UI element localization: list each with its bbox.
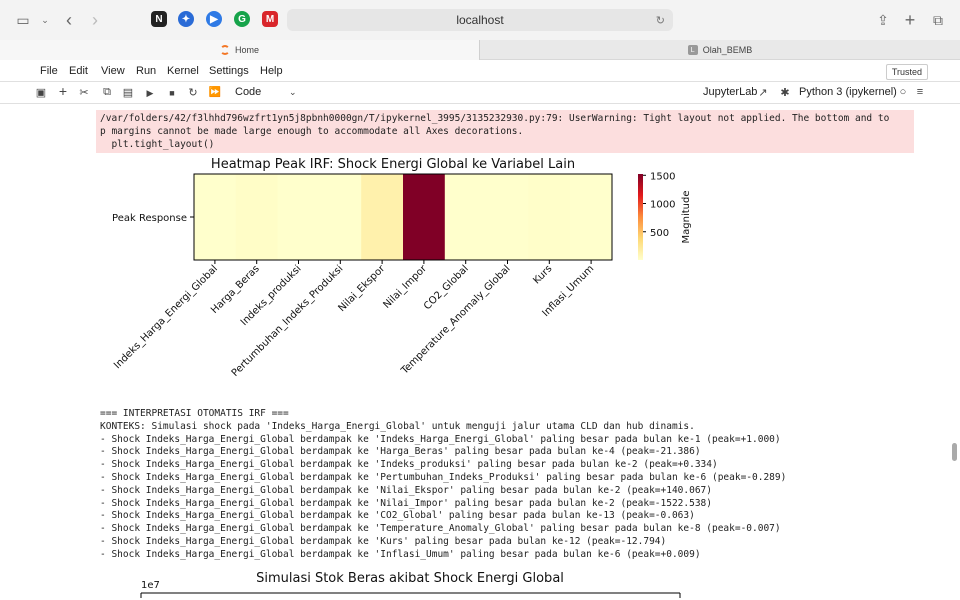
grammarly-extension-icon[interactable]: G xyxy=(234,11,250,27)
menu-kernel[interactable]: Kernel xyxy=(167,65,199,77)
interpretation-output: === INTERPRETASI OTOMATIS IRF === KONTEKS… xyxy=(100,408,786,562)
forward-icon[interactable]: › xyxy=(92,9,98,30)
colorbar xyxy=(638,174,643,260)
heatmap-chart: Heatmap Peak IRF: Shock Energi Global ke… xyxy=(112,157,692,379)
kernel-name[interactable]: Python 3 (ipykernel) xyxy=(799,86,897,98)
compass-extension-icon[interactable]: ✦ xyxy=(178,11,194,27)
tab-home[interactable]: Home xyxy=(0,40,480,60)
output-line: - Shock Indeks_Harga_Energi_Global berda… xyxy=(100,459,718,471)
reload-icon[interactable]: ↻ xyxy=(655,14,665,27)
stock-chart-title: Simulasi Stok Beras akibat Shock Energi … xyxy=(256,571,564,586)
heatmap-cell xyxy=(570,174,613,260)
address-bar[interactable]: localhost ↻ xyxy=(287,9,673,31)
colorbar-tick-label: 1500 xyxy=(650,171,675,182)
run-icon[interactable]: ▶ xyxy=(146,88,154,98)
output-line: - Shock Indeks_Harga_Energi_Global berda… xyxy=(100,471,787,483)
chevron-down-icon: ⌄ xyxy=(289,87,297,97)
menu-edit[interactable]: Edit xyxy=(69,65,88,77)
colorbar-tick-label: 500 xyxy=(650,228,669,239)
axis-scale-label: 1e7 xyxy=(141,580,160,591)
heatmap-cell xyxy=(444,174,488,260)
cell-type-select[interactable]: Code ⌄ xyxy=(235,86,299,98)
jupyterlab-link[interactable]: JupyterLab xyxy=(703,86,758,98)
save-icon[interactable]: ▣ xyxy=(35,87,47,99)
heatmap-cell xyxy=(319,174,362,260)
sidebar-toggle-icon[interactable]: ▭ xyxy=(16,11,30,28)
colorbar-label: Magnitude xyxy=(681,191,692,244)
mendeley-extension-icon[interactable]: M xyxy=(262,11,278,27)
warning-line-2: p margins cannot be made large enough to… xyxy=(100,126,524,137)
row-label: Peak Response xyxy=(112,213,187,224)
x-tick-label: Kurs xyxy=(531,263,554,286)
output-line: === INTERPRETASI OTOMATIS IRF === xyxy=(100,408,289,419)
menu-bar: File Edit View Run Kernel Settings Help … xyxy=(0,61,960,82)
heatmap-cell xyxy=(277,174,320,260)
output-line: - Shock Indeks_Harga_Energi_Global berda… xyxy=(100,523,781,535)
heatmap-cell xyxy=(235,174,279,260)
menu-help[interactable]: Help xyxy=(260,65,283,77)
output-line: - Shock Indeks_Harga_Energi_Global berda… xyxy=(100,446,701,458)
restart-icon[interactable]: ↻ xyxy=(188,87,198,99)
menu-view[interactable]: View xyxy=(101,65,125,77)
stop-icon[interactable]: ■ xyxy=(169,88,175,98)
chevron-down-icon[interactable]: ⌄ xyxy=(41,14,49,25)
menu-settings[interactable]: Settings xyxy=(209,65,249,77)
trusted-badge[interactable]: Trusted xyxy=(885,64,928,80)
notebook-output-area: /var/folders/42/f3lhhd796wzfrt1yn5j8pbnh… xyxy=(28,105,948,600)
heatmap-cell xyxy=(528,174,571,260)
cut-icon[interactable]: ✂ xyxy=(79,87,89,99)
more-menu-icon[interactable]: ≡ xyxy=(916,86,924,98)
tab-bar: Home L Olah_BEMB xyxy=(0,40,960,60)
tab-overview-icon[interactable]: ⧉ xyxy=(933,11,943,28)
page-icon: L xyxy=(687,45,698,55)
output-line: KONTEKS: Simulasi shock pada 'Indeks_Har… xyxy=(100,420,695,432)
heatmap-cell xyxy=(403,174,446,260)
share-icon[interactable]: ⇪ xyxy=(877,11,889,28)
output-line: - Shock Indeks_Harga_Energi_Global berda… xyxy=(100,548,701,560)
output-line: - Shock Indeks_Harga_Energi_Global berda… xyxy=(100,433,781,445)
debugger-icon[interactable]: ✱ xyxy=(780,87,790,99)
output-line: - Shock Indeks_Harga_Energi_Global berda… xyxy=(100,484,712,496)
url-text: localhost xyxy=(456,13,504,27)
heatmap-cell xyxy=(361,174,404,260)
browser-toolbar: ▭ ⌄ ‹ › N ✦ ▶ G M localhost ↻ ⇪ + ⧉ xyxy=(0,0,960,40)
tab-olah-bemb[interactable]: L Olah_BEMB xyxy=(480,40,960,60)
copy-icon[interactable]: ⧉ xyxy=(103,86,111,98)
heatmap-cell xyxy=(194,174,237,260)
fast-forward-icon[interactable]: ⏩ xyxy=(208,87,222,98)
stock-chart: Simulasi Stok Beras akibat Shock Energi … xyxy=(140,571,681,598)
warning-line-1: /var/folders/42/f3lhhd796wzfrt1yn5j8pbnh… xyxy=(100,113,890,124)
output-line: - Shock Indeks_Harga_Energi_Global berda… xyxy=(100,497,712,509)
output-line: - Shock Indeks_Harga_Energi_Global berda… xyxy=(100,535,667,547)
tab-olah-bemb-label: Olah_BEMB xyxy=(702,45,753,55)
heatmap-title: Heatmap Peak IRF: Shock Energi Global ke… xyxy=(211,157,575,172)
colorbar-tick-label: 1000 xyxy=(650,200,675,211)
add-cell-icon[interactable]: + xyxy=(58,83,68,99)
stderr-warning: /var/folders/42/f3lhhd796wzfrt1yn5j8pbnh… xyxy=(96,110,914,153)
new-tab-icon[interactable]: + xyxy=(904,9,916,30)
notebook-toolbar: ▣ + ✂ ⧉ ▤ ▶ ■ ↻ ⏩ Code ⌄ JupyterLab ↗ ✱ … xyxy=(0,82,960,104)
play-extension-icon[interactable]: ▶ xyxy=(206,11,222,27)
menu-file[interactable]: File xyxy=(40,65,58,77)
kernel-status-icon: ○ xyxy=(899,86,907,98)
external-link-icon[interactable]: ↗ xyxy=(758,87,768,99)
cell-type-value: Code xyxy=(235,86,262,98)
paste-icon[interactable]: ▤ xyxy=(122,87,134,99)
tab-home-label: Home xyxy=(234,45,259,55)
jupyter-icon xyxy=(219,45,230,55)
warning-line-3: plt.tight_layout() xyxy=(100,139,215,150)
heatmap-cell xyxy=(486,174,529,260)
scrollbar-thumb[interactable] xyxy=(952,443,957,461)
back-icon[interactable]: ‹ xyxy=(66,9,72,30)
scrollbar[interactable] xyxy=(948,105,960,600)
x-tick-label: Indeks_Harga_Energi_Global xyxy=(112,263,220,371)
output-line: - Shock Indeks_Harga_Energi_Global berda… xyxy=(100,510,695,522)
notion-extension-icon[interactable]: N xyxy=(151,11,167,27)
menu-run[interactable]: Run xyxy=(136,65,157,77)
